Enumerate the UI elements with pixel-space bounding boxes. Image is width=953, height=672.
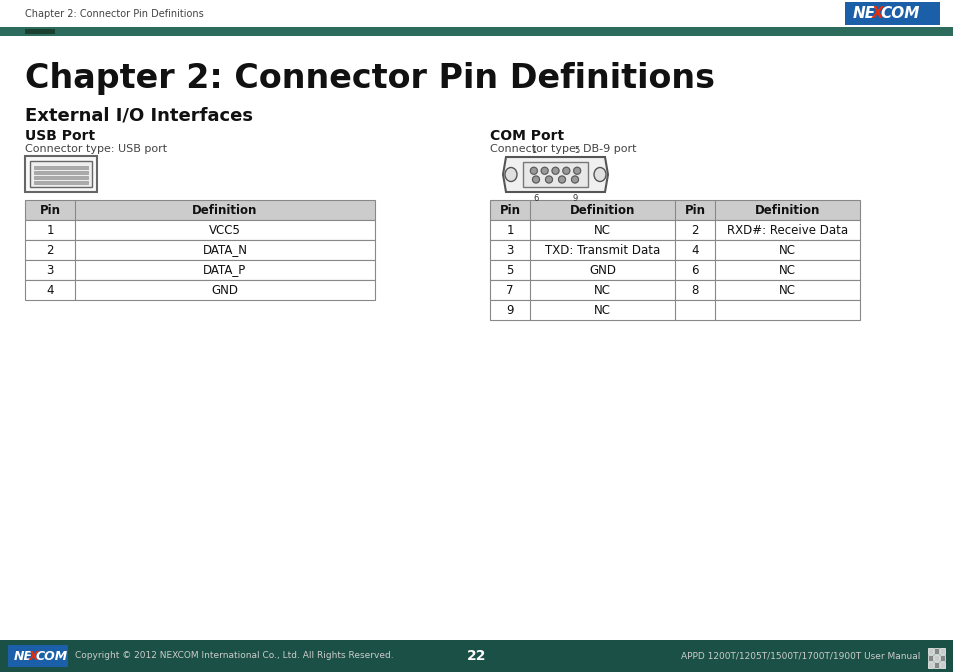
Text: 1: 1 (506, 224, 514, 237)
Text: DATA_P: DATA_P (203, 263, 247, 276)
Bar (25, 260, 375, 280)
Text: 5: 5 (506, 263, 513, 276)
Circle shape (540, 167, 548, 174)
Circle shape (545, 176, 552, 183)
Text: VCC5: VCC5 (209, 224, 241, 237)
Bar (933, 648, 938, 654)
Text: 1: 1 (531, 146, 536, 155)
Text: COM Port: COM Port (490, 129, 563, 143)
Bar (927, 655, 932, 661)
Circle shape (532, 176, 539, 183)
Bar (927, 662, 932, 668)
Text: 7: 7 (506, 284, 514, 296)
Text: 5: 5 (574, 146, 579, 155)
Bar (0, 640, 953, 672)
Text: GND: GND (588, 263, 616, 276)
Circle shape (571, 176, 578, 183)
Text: COM: COM (36, 650, 69, 663)
Text: 9: 9 (572, 194, 577, 203)
Text: 2: 2 (691, 224, 698, 237)
Polygon shape (502, 157, 607, 192)
Circle shape (573, 167, 580, 174)
Bar (490, 260, 859, 280)
Text: Definition: Definition (569, 204, 635, 216)
Text: TXD: Transmit Data: TXD: Transmit Data (544, 243, 659, 257)
Bar (25, 200, 375, 220)
Bar (0, 0, 953, 27)
Bar (0, 27, 953, 36)
Text: 1: 1 (46, 224, 53, 237)
Text: NC: NC (594, 284, 610, 296)
Bar (34, 176, 88, 179)
Circle shape (530, 167, 537, 174)
Text: NC: NC (594, 304, 610, 317)
Bar (939, 662, 944, 668)
Text: USB Port: USB Port (25, 129, 95, 143)
Text: 2: 2 (46, 243, 53, 257)
Text: 22: 22 (467, 649, 486, 663)
Text: Connector type: USB port: Connector type: USB port (25, 144, 167, 154)
Text: Chapter 2: Connector Pin Definitions: Chapter 2: Connector Pin Definitions (25, 9, 204, 19)
Bar (939, 655, 944, 661)
Text: 9: 9 (506, 304, 514, 317)
Text: DATA_N: DATA_N (202, 243, 247, 257)
Bar (490, 240, 859, 260)
Text: COM: COM (879, 7, 919, 22)
Bar (933, 655, 938, 661)
Bar (25, 280, 375, 300)
Bar (34, 171, 88, 174)
Text: Pin: Pin (499, 204, 520, 216)
Bar (490, 200, 859, 220)
Bar (490, 300, 859, 320)
Text: 3: 3 (47, 263, 53, 276)
Text: 4: 4 (46, 284, 53, 296)
Text: NC: NC (594, 224, 610, 237)
Bar (8, 645, 68, 667)
Bar (34, 166, 88, 169)
Text: 6: 6 (533, 194, 538, 203)
Text: NE: NE (852, 7, 875, 22)
Bar (34, 181, 88, 184)
Bar (25, 220, 375, 240)
Bar (844, 2, 939, 25)
Text: Definition: Definition (754, 204, 820, 216)
Text: APPD 1200T/1205T/1500T/1700T/1900T User Manual: APPD 1200T/1205T/1500T/1700T/1900T User … (679, 651, 919, 661)
Circle shape (558, 176, 565, 183)
Bar (927, 648, 932, 654)
Text: 6: 6 (691, 263, 698, 276)
Text: NC: NC (779, 243, 795, 257)
Text: NE: NE (14, 650, 33, 663)
Bar (933, 662, 938, 668)
Text: X: X (871, 7, 882, 22)
Text: NC: NC (779, 284, 795, 296)
Text: Chapter 2: Connector Pin Definitions: Chapter 2: Connector Pin Definitions (25, 62, 714, 95)
Text: NC: NC (779, 263, 795, 276)
Text: External I/O Interfaces: External I/O Interfaces (25, 107, 253, 125)
Bar (30, 161, 91, 187)
Ellipse shape (594, 167, 605, 181)
Text: 4: 4 (691, 243, 698, 257)
Text: Pin: Pin (684, 204, 705, 216)
Circle shape (562, 167, 569, 174)
Bar (939, 648, 944, 654)
Text: Connector type: DB-9 port: Connector type: DB-9 port (490, 144, 636, 154)
Bar (25, 240, 375, 260)
Bar (490, 280, 859, 300)
Text: X: X (29, 650, 38, 663)
Text: Pin: Pin (39, 204, 60, 216)
Bar (522, 162, 587, 187)
Circle shape (552, 167, 558, 174)
Text: Copyright © 2012 NEXCOM International Co., Ltd. All Rights Reserved.: Copyright © 2012 NEXCOM International Co… (75, 651, 394, 661)
Text: 3: 3 (506, 243, 513, 257)
Ellipse shape (504, 167, 517, 181)
Text: RXD#: Receive Data: RXD#: Receive Data (726, 224, 847, 237)
Bar (490, 220, 859, 240)
Bar (25, 29, 55, 34)
Text: GND: GND (212, 284, 238, 296)
Text: 8: 8 (691, 284, 698, 296)
Bar (25, 156, 97, 192)
Text: Definition: Definition (193, 204, 257, 216)
